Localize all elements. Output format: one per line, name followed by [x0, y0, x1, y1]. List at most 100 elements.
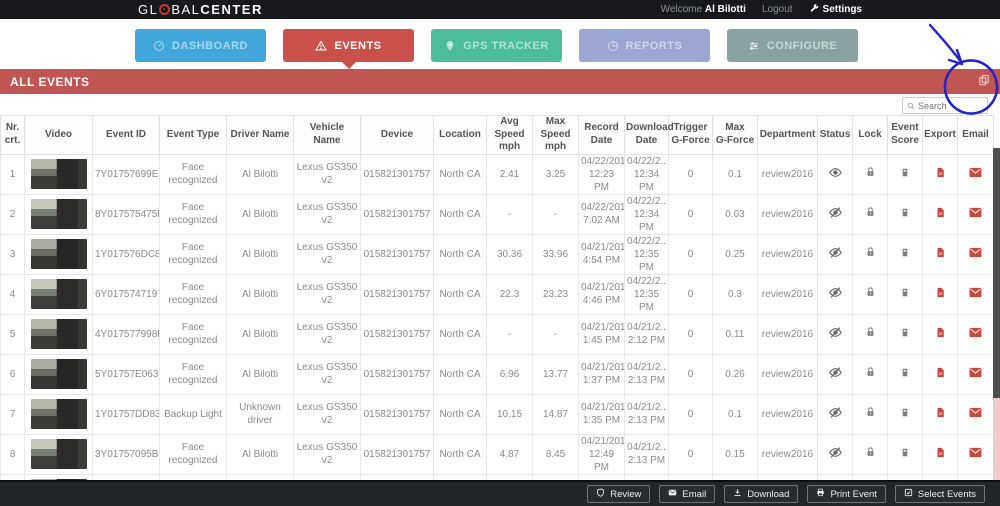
pdf-icon[interactable]	[935, 206, 946, 219]
score-icon[interactable]	[900, 246, 910, 259]
row-number: 8	[0, 433, 25, 475]
eye-off-icon[interactable]	[828, 286, 842, 299]
tab-configure[interactable]: CONFIGURE	[727, 29, 858, 62]
pdf-icon[interactable]	[935, 246, 946, 259]
mail-icon[interactable]	[969, 247, 982, 258]
eye-off-icon[interactable]	[828, 326, 842, 339]
department: review2016	[757, 273, 818, 315]
eye-off-icon[interactable]	[828, 366, 842, 379]
eye-off-icon[interactable]	[828, 406, 842, 419]
vehicle-name: Lexus GS350 v2	[293, 153, 361, 195]
video-thumbnail[interactable]	[30, 319, 87, 349]
search-input[interactable]	[918, 100, 983, 111]
video-thumbnail[interactable]	[30, 439, 87, 469]
mail-icon[interactable]	[969, 207, 982, 218]
download-button[interactable]: Download	[724, 485, 799, 503]
select-events-button[interactable]: Select Events	[894, 485, 985, 503]
logo-text-bold: CENTER	[200, 2, 263, 17]
download-date: 04/22/2.. 12:34 PM	[624, 153, 669, 195]
logo-text-pre: GL	[138, 2, 159, 17]
download-date: 04/22/2.. 12:35 PM	[624, 233, 669, 275]
video-cell	[24, 273, 93, 315]
lock-icon[interactable]	[865, 326, 876, 338]
video-thumbnail[interactable]	[30, 279, 87, 309]
mail-icon[interactable]	[969, 447, 982, 458]
pdf-icon[interactable]	[935, 326, 946, 339]
location: North CA	[433, 233, 487, 275]
record-date: 04/21/20181:35 PM	[578, 393, 625, 435]
eye-off-icon[interactable]	[828, 446, 842, 459]
vehicle-name: Lexus GS350 v2	[293, 193, 361, 235]
lock-icon[interactable]	[865, 166, 876, 178]
event-row: 3 1Y017576DC88 Face recognized Al Bilotti Le…	[0, 233, 994, 275]
event-id: 3Y01757095BB	[92, 433, 160, 475]
tab-dashboard[interactable]: DASHBOARD	[135, 29, 266, 62]
mail-icon[interactable]	[969, 407, 982, 418]
logout-link[interactable]: Logout	[761, 4, 793, 15]
lock-icon[interactable]	[865, 206, 876, 218]
avg-speed: 2.41	[486, 153, 533, 195]
mail-icon[interactable]	[969, 287, 982, 298]
video-thumbnail[interactable]	[30, 159, 87, 189]
event-id: 8Y017575475E	[92, 193, 160, 235]
export-cell	[922, 433, 958, 475]
score-icon[interactable]	[900, 286, 910, 299]
print-event-button[interactable]: Print Event	[807, 485, 886, 503]
video-thumbnail[interactable]	[30, 359, 87, 389]
table-header-row: Nr. crt. Video Event ID Event Type Driver Na…	[0, 115, 994, 155]
video-thumbnail[interactable]	[30, 199, 87, 229]
mail-icon[interactable]	[969, 367, 982, 378]
score-icon[interactable]	[900, 206, 910, 219]
score-icon[interactable]	[900, 366, 910, 379]
lock-icon[interactable]	[865, 366, 876, 378]
video-thumbnail[interactable]	[30, 399, 87, 429]
row-number: 3	[0, 233, 25, 275]
eye-icon[interactable]	[828, 166, 842, 179]
location: North CA	[433, 273, 487, 315]
score-icon[interactable]	[900, 326, 910, 339]
score-icon[interactable]	[900, 166, 910, 179]
pdf-icon[interactable]	[935, 366, 946, 379]
settings-button[interactable]: Settings	[809, 3, 862, 16]
review-button[interactable]: Review	[587, 485, 651, 503]
eye-off-icon[interactable]	[828, 246, 842, 259]
mail-icon[interactable]	[969, 327, 982, 338]
status-cell	[817, 153, 853, 195]
tab-reports[interactable]: REPORTS	[579, 29, 710, 62]
score-icon[interactable]	[900, 446, 910, 459]
mail-icon[interactable]	[969, 167, 982, 178]
trigger-g-force: 0	[668, 353, 713, 395]
pdf-icon[interactable]	[935, 286, 946, 299]
eye-off-icon[interactable]	[828, 206, 842, 219]
event-id: 5Y01757E063F	[92, 353, 160, 395]
lock-icon[interactable]	[865, 286, 876, 298]
tab-events[interactable]: EVENTS	[283, 29, 414, 69]
scrollbar-thumb[interactable]	[993, 148, 1000, 398]
lock-icon[interactable]	[865, 246, 876, 258]
lock-icon[interactable]	[865, 446, 876, 458]
button-label: Email	[682, 488, 707, 500]
location: North CA	[433, 193, 487, 235]
event-type: Face recognized	[159, 353, 227, 395]
vertical-scrollbar[interactable]	[993, 148, 1000, 506]
export-cell	[922, 393, 958, 435]
location: North CA	[433, 153, 487, 195]
event-row: 7 1Y01757DD835 Backup Light Unknown driver L…	[0, 393, 994, 435]
video-thumbnail[interactable]	[30, 239, 87, 269]
tab-gps-tracker[interactable]: GPS TRACKER	[431, 29, 562, 62]
email-button[interactable]: Email	[659, 485, 716, 503]
pdf-icon[interactable]	[935, 166, 946, 179]
department: review2016	[757, 313, 818, 355]
avg-speed: -	[486, 193, 533, 235]
trigger-g-force: 0	[668, 433, 713, 475]
department: review2016	[757, 233, 818, 275]
copy-events-button[interactable]	[978, 74, 990, 89]
score-icon[interactable]	[900, 406, 910, 419]
department: review2016	[757, 193, 818, 235]
lock-icon[interactable]	[865, 406, 876, 418]
tab-label: EVENTS	[334, 39, 382, 52]
pdf-icon[interactable]	[935, 446, 946, 459]
status-cell	[817, 433, 853, 475]
shield-icon	[596, 488, 605, 500]
pdf-icon[interactable]	[935, 406, 946, 419]
